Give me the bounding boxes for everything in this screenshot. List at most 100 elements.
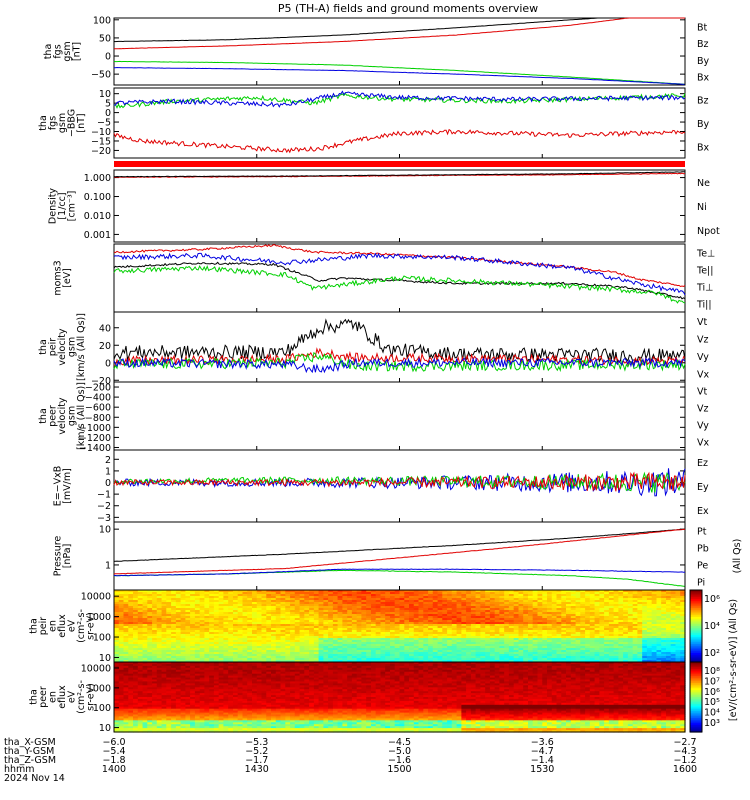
spectrogram-cell bbox=[313, 660, 320, 663]
legend-vy: Vy bbox=[697, 421, 709, 432]
spectrogram-cell bbox=[118, 681, 125, 684]
spectrogram-cell bbox=[623, 630, 629, 633]
spectrogram-cell bbox=[294, 644, 301, 647]
spectrogram-cell bbox=[532, 594, 539, 597]
spectrogram-cell bbox=[133, 716, 139, 719]
spectrogram-cell bbox=[118, 706, 125, 710]
spectrogram-cell bbox=[185, 656, 191, 659]
spectrogram-cell bbox=[656, 624, 662, 627]
spectrogram-cell bbox=[337, 612, 343, 615]
spectrogram-cell bbox=[599, 642, 605, 645]
spectrogram-cell bbox=[409, 594, 415, 597]
spectrogram-cell bbox=[290, 660, 296, 663]
spectrogram-cell bbox=[166, 669, 172, 673]
spectrogram-cell bbox=[152, 710, 158, 714]
spectrogram-cell bbox=[133, 618, 139, 621]
spectrogram-cell bbox=[204, 612, 210, 615]
spectrogram-cell bbox=[413, 590, 420, 593]
spectrogram-cell bbox=[618, 636, 624, 639]
spectrogram-cell bbox=[142, 708, 148, 712]
spectrogram-cell bbox=[114, 614, 120, 617]
spectrogram-cell bbox=[599, 646, 605, 649]
spectrogram-cell bbox=[318, 660, 324, 663]
spectrogram-cell bbox=[675, 634, 681, 637]
spectrogram-cell bbox=[313, 626, 320, 629]
spectrogram-cell bbox=[547, 612, 553, 615]
spectrogram-cell bbox=[128, 618, 134, 621]
spectrogram-cell bbox=[442, 598, 448, 601]
spectrogram-cell bbox=[118, 646, 125, 649]
panel-1-frame bbox=[113, 17, 686, 86]
spectrogram-cell bbox=[366, 604, 372, 607]
panel-1-ylabel: fgs bbox=[52, 44, 63, 58]
spectrogram-cell bbox=[323, 604, 329, 607]
spectrogram-cell bbox=[637, 646, 643, 649]
spectrogram-cell bbox=[247, 658, 253, 661]
legend-by: By bbox=[697, 119, 710, 130]
spectrogram-cell bbox=[152, 716, 158, 719]
spectrogram-cell bbox=[128, 626, 134, 629]
spectrogram-cell bbox=[475, 612, 481, 615]
spectrogram-cell bbox=[223, 626, 229, 629]
spectrogram-cell bbox=[542, 630, 548, 633]
spectrogram-cell bbox=[489, 654, 496, 657]
spectrogram-cell bbox=[266, 636, 272, 639]
spectrogram-cell bbox=[266, 616, 272, 619]
spectrogram-cell bbox=[304, 624, 310, 627]
spectrogram-cell bbox=[475, 602, 481, 605]
spectrogram-cell bbox=[418, 648, 424, 651]
spectrogram-cell bbox=[404, 628, 410, 631]
spectrogram-cell bbox=[114, 606, 120, 609]
spectrogram-cell bbox=[561, 646, 567, 649]
spectrogram-cell bbox=[480, 646, 486, 649]
spectrogram-cell bbox=[285, 642, 291, 645]
spectrogram-cell bbox=[123, 644, 129, 647]
spectrogram-cell bbox=[646, 592, 653, 595]
spectrogram-cell bbox=[275, 660, 282, 663]
spectrogram-cell bbox=[237, 622, 244, 625]
spectrogram-cell bbox=[513, 620, 520, 623]
spectrogram-cell bbox=[152, 695, 158, 698]
spectrogram-cell bbox=[118, 710, 125, 714]
spectrogram-cell bbox=[161, 646, 167, 649]
spectrogram-cell bbox=[656, 648, 662, 651]
spectrogram-cell bbox=[580, 594, 586, 597]
spectrogram-cell bbox=[494, 644, 501, 647]
spectrogram-cell bbox=[318, 626, 324, 629]
ytick-label: 2 bbox=[105, 455, 111, 466]
spectrogram-cell bbox=[137, 642, 144, 645]
spectrogram-cell bbox=[285, 614, 291, 617]
spectrogram-cell bbox=[118, 724, 125, 727]
spectrogram-cell bbox=[437, 612, 443, 615]
spectrogram-cell bbox=[266, 610, 272, 613]
ytick-label: −400 bbox=[85, 393, 111, 404]
spectrogram-cell bbox=[385, 624, 391, 627]
spectrogram-cell bbox=[123, 614, 129, 617]
spectrogram-cell bbox=[680, 630, 686, 633]
spectrogram-cell bbox=[166, 667, 172, 671]
spectrogram-cell bbox=[375, 616, 382, 619]
spectrogram-cell bbox=[194, 606, 201, 609]
spectrogram-cell bbox=[623, 596, 629, 599]
spectrogram-cell bbox=[290, 656, 296, 659]
spectrogram-cell bbox=[118, 660, 125, 663]
spectrogram-cell bbox=[489, 604, 496, 607]
spectrogram-cell bbox=[256, 644, 263, 647]
spectrogram-cell bbox=[266, 646, 272, 649]
spectrogram-cell bbox=[642, 654, 648, 657]
spectrogram-cell bbox=[137, 700, 144, 704]
spectrogram-cell bbox=[366, 590, 372, 593]
spectrogram-cell bbox=[437, 602, 443, 605]
ytick-label: 10 bbox=[99, 89, 111, 100]
spectrogram-cell bbox=[275, 636, 282, 639]
spectrogram-cell bbox=[489, 644, 496, 647]
spectrogram-cell bbox=[566, 596, 572, 599]
spectrogram-cell bbox=[623, 652, 629, 655]
spectrogram-cell bbox=[470, 656, 477, 659]
spectrogram-cell bbox=[385, 602, 391, 605]
spectrogram-cell bbox=[551, 616, 558, 619]
spectrogram-cell bbox=[485, 618, 491, 621]
spectrogram-cell bbox=[128, 708, 134, 712]
spectrogram-cell bbox=[532, 652, 539, 655]
spectrogram-cell bbox=[547, 630, 553, 633]
